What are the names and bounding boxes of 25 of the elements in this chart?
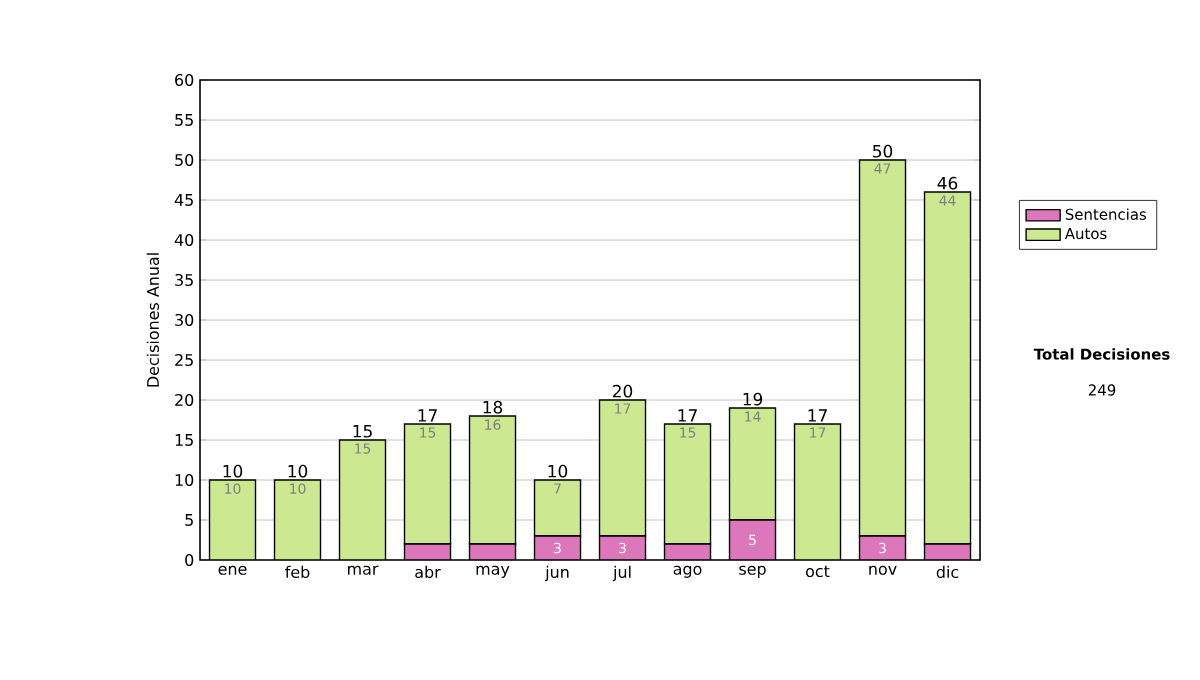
bar [728,407,777,521]
bar [858,159,907,537]
total-label: 10 [223,464,243,478]
total-label: 17 [808,409,827,422]
bar [598,399,647,537]
total-label: 19 [743,392,763,406]
bar [533,479,582,537]
bar [209,480,256,560]
total-label: 17 [418,409,437,422]
total-label: 15 [353,425,372,438]
bar [339,440,386,560]
bar [468,415,517,545]
total-label: 10 [288,464,308,478]
total-label: 17 [678,409,697,422]
bar [403,423,452,545]
total-label: 20 [612,384,633,398]
total-label: 46 [937,176,958,190]
bar [794,424,841,560]
bar [274,480,321,560]
total-label: 50 [873,144,893,158]
bar [923,191,972,545]
total-label: 18 [483,400,503,414]
bar [663,423,712,545]
bar [729,520,776,560]
total-label: 10 [548,464,568,478]
